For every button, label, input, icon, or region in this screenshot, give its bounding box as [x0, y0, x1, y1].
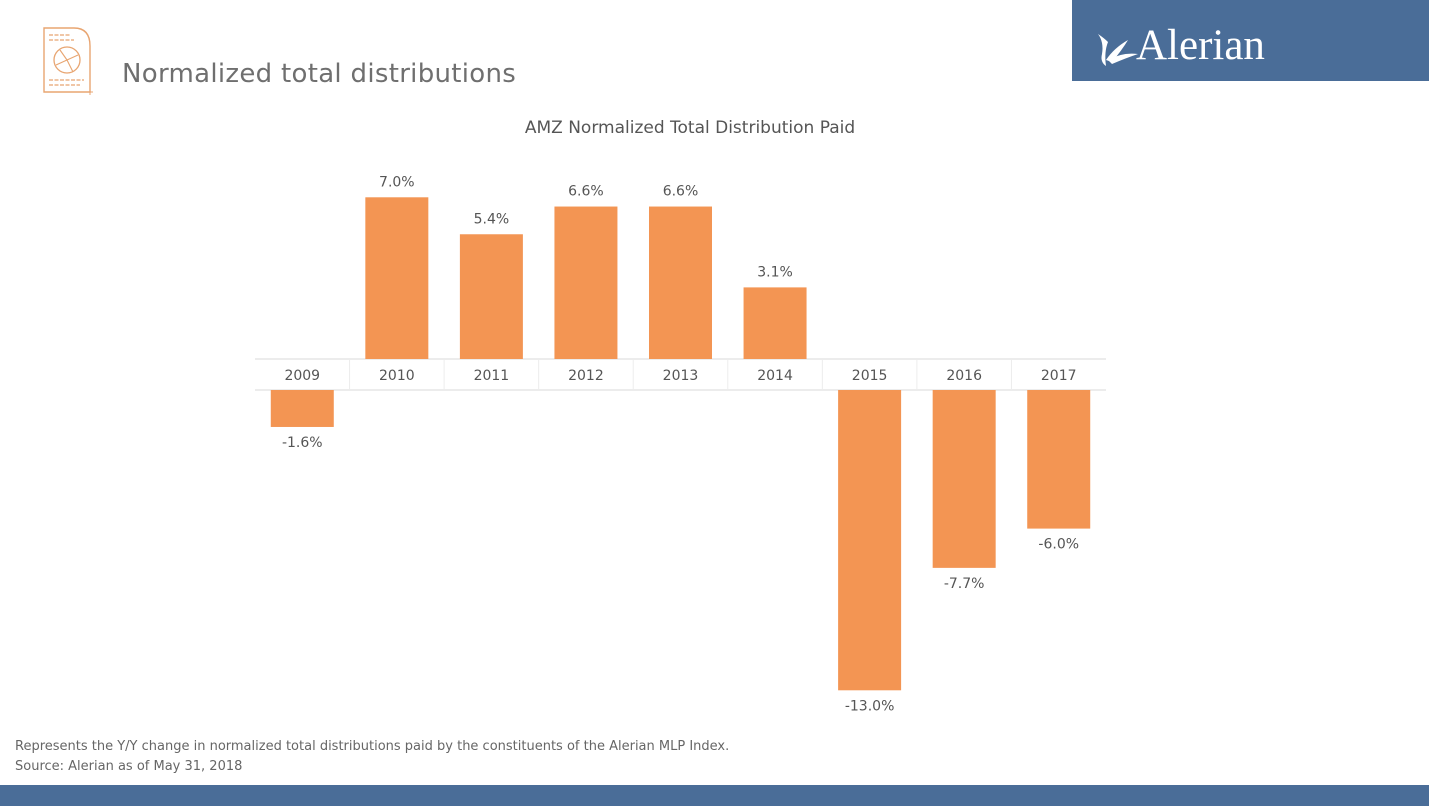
footer-bar	[0, 785, 1429, 806]
data-label-2010: 7.0%	[379, 174, 415, 190]
data-label-2012: 6.6%	[568, 184, 604, 200]
leaf-logo-icon	[1098, 34, 1138, 66]
category-label-2012: 2012	[568, 368, 604, 384]
category-label-2010: 2010	[379, 368, 415, 384]
data-label-2009: -1.6%	[282, 435, 323, 451]
category-label-2015: 2015	[852, 368, 888, 384]
data-label-2015: -13.0%	[845, 698, 895, 714]
bar-2016	[932, 390, 996, 568]
footnote-source: Source: Alerian as of May 31, 2018	[15, 759, 243, 774]
footnote-description: Represents the Y/Y change in normalized …	[15, 739, 730, 754]
data-label-2013: 6.6%	[663, 184, 699, 200]
page-title: Normalized total distributions	[122, 59, 517, 90]
bar-2014	[743, 287, 807, 359]
bar-2011	[459, 234, 523, 359]
category-label-2011: 2011	[474, 368, 510, 384]
logo-text: Alerian	[1136, 22, 1265, 69]
chart-title: AMZ Normalized Total Distribution Paid	[524, 118, 856, 138]
category-label-2016: 2016	[946, 368, 982, 384]
alerian-logo: Alerian	[1072, 0, 1429, 81]
category-label-2017: 2017	[1041, 368, 1077, 384]
bar-2009	[270, 390, 334, 427]
category-label-2014: 2014	[757, 368, 793, 384]
bar-2017	[1027, 390, 1091, 529]
category-label-2009: 2009	[284, 368, 320, 384]
category-label-2013: 2013	[663, 368, 699, 384]
bar-2013	[649, 206, 712, 359]
data-label-2017: -6.0%	[1038, 537, 1079, 553]
bar-2010	[365, 197, 429, 359]
data-label-2016: -7.7%	[944, 576, 985, 592]
bar-2012	[554, 206, 618, 359]
bar-2015	[838, 390, 902, 691]
document-pie-chart-icon	[43, 27, 93, 95]
data-label-2014: 3.1%	[757, 264, 793, 280]
data-label-2011: 5.4%	[474, 211, 510, 227]
